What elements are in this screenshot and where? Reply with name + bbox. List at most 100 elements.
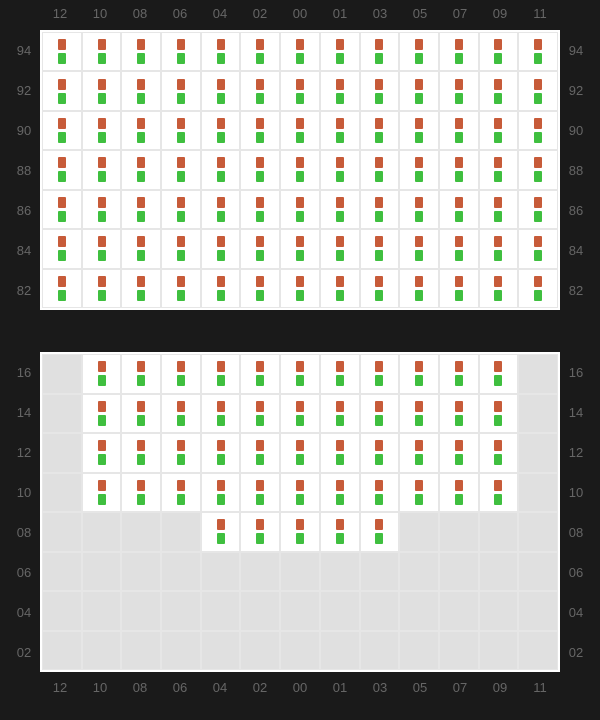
slot-cell — [320, 354, 360, 394]
status-indicator-top — [296, 118, 304, 129]
status-indicator-bottom — [296, 415, 304, 426]
slot-cell — [201, 631, 241, 671]
status-indicator-top — [336, 276, 344, 287]
status-indicator-bottom — [375, 171, 383, 182]
status-indicator-top — [217, 39, 225, 50]
slot-cell — [121, 591, 161, 631]
y-axis-label: 82 — [562, 270, 590, 310]
slot-cell — [320, 111, 360, 150]
slot-cell — [240, 150, 280, 189]
status-indicator-bottom — [455, 171, 463, 182]
y-axis-label: 92 — [562, 70, 590, 110]
slot-cell — [42, 512, 82, 552]
slot-cell — [240, 32, 280, 71]
status-indicator-bottom — [256, 171, 264, 182]
y-axis-label: 16 — [10, 352, 38, 392]
status-indicator-bottom — [375, 494, 383, 505]
status-indicator-top — [534, 157, 542, 168]
slot-cell — [82, 433, 122, 473]
slot-cell — [399, 150, 439, 189]
slot-cell — [439, 32, 479, 71]
slot-cell — [161, 512, 201, 552]
status-indicator-bottom — [217, 171, 225, 182]
status-indicator-top — [177, 401, 185, 412]
slot-cell — [82, 269, 122, 308]
slot-cell — [439, 269, 479, 308]
status-indicator-top — [534, 236, 542, 247]
status-indicator-top — [375, 401, 383, 412]
status-indicator-top — [336, 157, 344, 168]
x-axis-label: 07 — [440, 6, 480, 26]
slot-cell — [360, 433, 400, 473]
slot-cell — [161, 473, 201, 513]
status-indicator-bottom — [256, 494, 264, 505]
slot-cell — [161, 591, 201, 631]
status-indicator-top — [296, 39, 304, 50]
status-indicator-bottom — [98, 250, 106, 261]
status-indicator-bottom — [494, 171, 502, 182]
status-indicator-top — [336, 361, 344, 372]
status-indicator-bottom — [336, 415, 344, 426]
x-axis-label: 10 — [80, 680, 120, 700]
status-indicator-top — [415, 480, 423, 491]
status-indicator-bottom — [256, 290, 264, 301]
slot-cell — [82, 394, 122, 434]
status-indicator-top — [415, 197, 423, 208]
status-indicator-bottom — [415, 93, 423, 104]
status-indicator-bottom — [455, 290, 463, 301]
x-axis-label: 03 — [360, 680, 400, 700]
slot-cell — [320, 269, 360, 308]
status-indicator-top — [177, 79, 185, 90]
y-axis-label: 88 — [562, 150, 590, 190]
status-indicator-top — [256, 79, 264, 90]
status-indicator-top — [415, 79, 423, 90]
slot-cell — [360, 473, 400, 513]
status-indicator-top — [375, 440, 383, 451]
status-indicator-bottom — [534, 171, 542, 182]
slot-cell — [201, 473, 241, 513]
slot-cell — [439, 229, 479, 268]
status-indicator-bottom — [336, 211, 344, 222]
status-indicator-top — [494, 440, 502, 451]
y-axis-right-top: 94929088868482 — [562, 30, 590, 310]
status-indicator-bottom — [98, 375, 106, 386]
x-axis-label: 00 — [280, 6, 320, 26]
slot-cell — [201, 229, 241, 268]
slot-cell — [280, 354, 320, 394]
status-indicator-bottom — [415, 454, 423, 465]
y-axis-label: 04 — [10, 592, 38, 632]
slot-cell — [42, 269, 82, 308]
status-indicator-bottom — [217, 375, 225, 386]
status-indicator-top — [415, 276, 423, 287]
status-indicator-bottom — [177, 250, 185, 261]
status-indicator-top — [177, 480, 185, 491]
slot-cell — [479, 190, 519, 229]
x-axis-label: 02 — [240, 6, 280, 26]
status-indicator-bottom — [137, 290, 145, 301]
status-indicator-bottom — [177, 53, 185, 64]
status-indicator-bottom — [98, 290, 106, 301]
status-indicator-top — [375, 236, 383, 247]
status-indicator-top — [58, 39, 66, 50]
status-indicator-bottom — [534, 290, 542, 301]
slot-cell — [280, 32, 320, 71]
status-indicator-top — [455, 440, 463, 451]
slot-cell — [518, 394, 558, 434]
status-indicator-top — [217, 519, 225, 530]
status-indicator-top — [455, 480, 463, 491]
status-indicator-bottom — [137, 494, 145, 505]
status-indicator-top — [137, 39, 145, 50]
status-indicator-top — [336, 197, 344, 208]
status-indicator-top — [137, 157, 145, 168]
status-indicator-bottom — [296, 375, 304, 386]
status-indicator-bottom — [375, 533, 383, 544]
slot-cell — [280, 394, 320, 434]
slot-cell — [240, 111, 280, 150]
x-axis-label: 01 — [320, 6, 360, 26]
status-indicator-bottom — [296, 132, 304, 143]
status-indicator-top — [296, 440, 304, 451]
slot-cell — [240, 473, 280, 513]
status-indicator-bottom — [336, 132, 344, 143]
status-indicator-bottom — [256, 132, 264, 143]
status-indicator-top — [534, 39, 542, 50]
